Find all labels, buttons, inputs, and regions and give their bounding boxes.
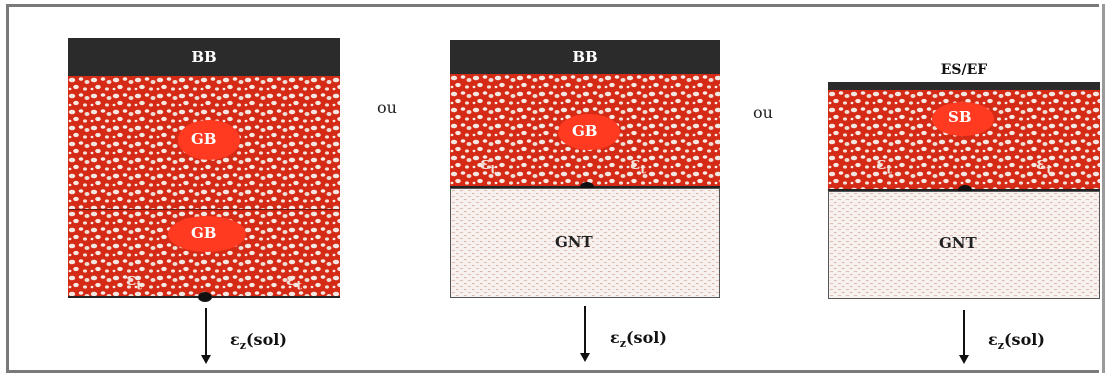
soil-strain-symbol: ε [610,328,620,347]
connector-2: ou [753,103,773,122]
structure-2-cap: BB [450,40,720,74]
structure-3-soil-arrow [963,310,965,356]
structure-1-upper-blob [178,120,240,160]
soil-strain-symbol: ε [988,330,998,349]
structure-2-soil-arrow [584,306,586,354]
connector-1: ou [377,98,397,117]
structure-3-strain-left: εt [876,154,892,177]
structure-1-cap: BB [68,38,340,76]
soil-strain-symbol: ε [230,330,240,349]
structure-1-soil-arrowhead [201,355,211,364]
structure-3-soil-strain: εz(sol) [988,330,1045,352]
soil-strain-rest: (sol) [245,330,287,349]
structure-1-lower-label: GB [191,224,217,242]
figure-frame-right-edge [1102,4,1105,373]
structure-2-upper-label: GB [572,122,598,140]
structure-3-cap-label: ES/EF [940,62,988,78]
structure-2-lower-layer: GNT [450,188,720,298]
soil-strain-subscript: z [997,339,1004,353]
structure-1: BB GB GB εt εt [68,38,340,302]
structure-1-measure-point [198,292,212,302]
structure-1-upper-label: GB [191,130,217,148]
soil-strain-subscript: z [619,337,626,351]
structure-3-lower-label: GNT [939,234,977,252]
structure-3-lower-layer: GNT [828,191,1100,299]
structure-1-soil-strain: εz(sol) [230,330,287,352]
structure-3-measure-point [958,185,972,195]
structure-3-lower-texture [829,192,1099,298]
structure-2: BB GB εt εt GNT [450,40,720,298]
structure-2-lower-label: GNT [555,233,593,251]
structure-2-soil-arrowhead [580,353,590,362]
structure-3-strain-right: εt [1036,154,1052,177]
soil-strain-subscript: z [239,339,246,353]
structure-2-strain-left: εt [480,154,496,177]
structure-2-measure-point [580,182,594,192]
soil-strain-rest: (sol) [1003,330,1045,349]
structure-1-soil-arrow [205,308,207,356]
structure-2-soil-strain: εz(sol) [610,328,667,350]
structure-1-lower-blob [168,216,246,252]
structure-1-interface-line [68,209,340,210]
structure-1-lower-layer: GB εt εt [68,210,340,298]
structure-2-upper-blob [558,114,620,150]
structure-3: ES/EF SB εt εt GNT [828,62,1100,300]
structure-2-upper-layer: GB εt εt [450,74,720,187]
structure-2-cap-label: BB [572,48,598,66]
structure-1-strain-left: εt [126,270,142,293]
structure-2-lower-texture [451,189,719,297]
structure-1-cap-label: BB [191,48,217,66]
figure-frame [6,4,1099,373]
structure-2-strain-right: εt [630,154,646,177]
structure-1-upper-layer: GB [68,76,340,209]
structure-3-soil-arrowhead [959,355,969,364]
structure-3-upper-label: SB [948,108,972,126]
structure-3-upper-layer: SB εt εt [828,90,1100,190]
soil-strain-rest: (sol) [625,328,667,347]
structure-1-strain-right: εt [286,270,302,293]
structure-3-cap [828,82,1100,90]
structure-3-upper-blob [932,102,994,136]
